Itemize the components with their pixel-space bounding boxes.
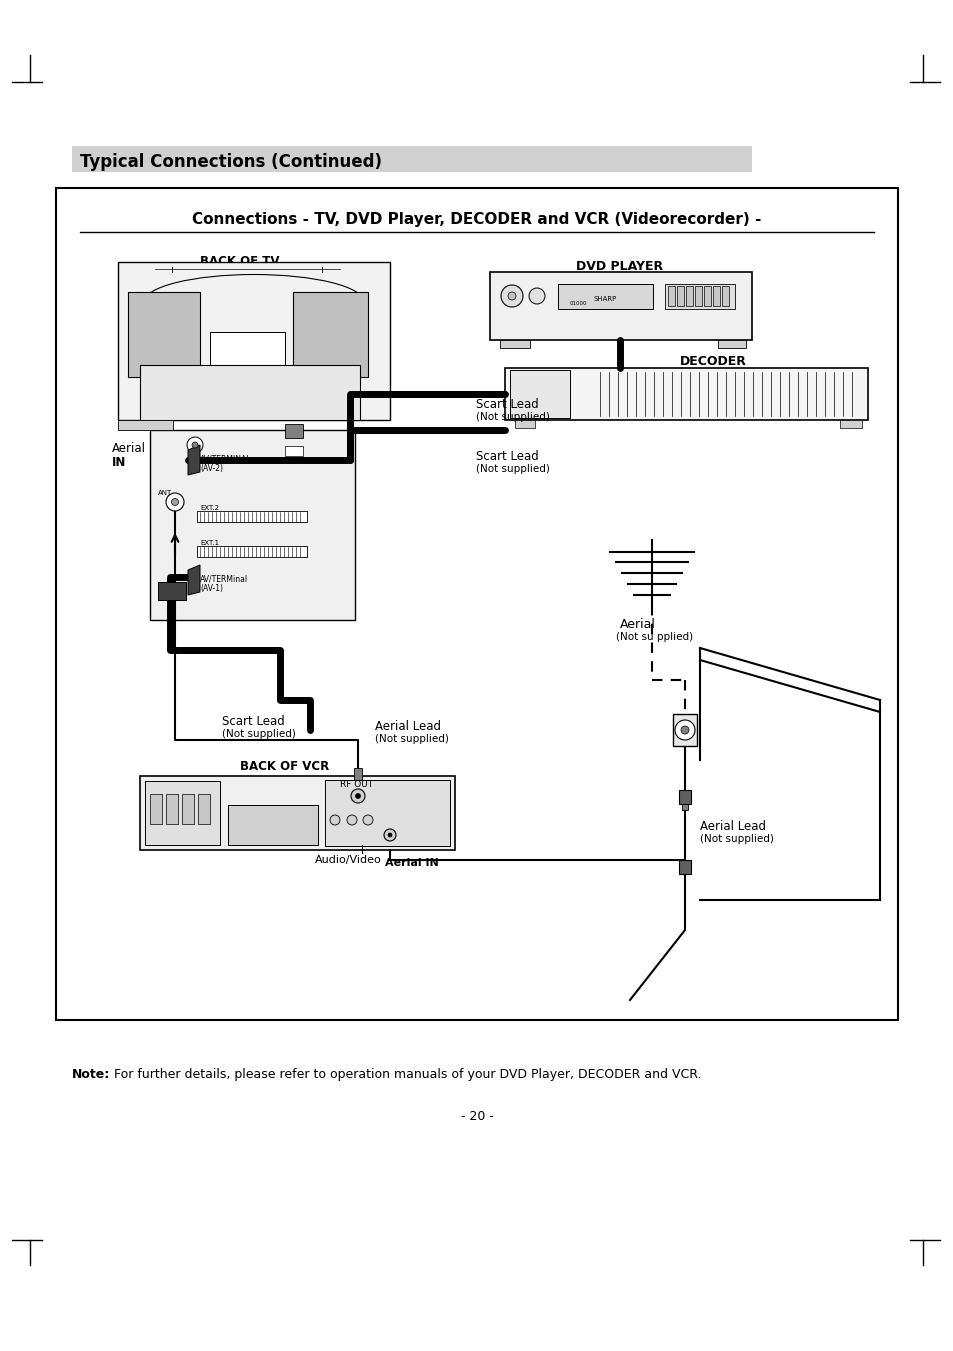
Text: AV/TERMINAL: AV/TERMINAL <box>200 455 252 463</box>
Circle shape <box>680 725 688 734</box>
Circle shape <box>507 292 516 300</box>
Bar <box>140 365 359 420</box>
Circle shape <box>384 830 395 842</box>
Bar <box>145 781 220 844</box>
Text: Audio/Video: Audio/Video <box>314 855 381 865</box>
Bar <box>515 420 535 428</box>
Text: 01000: 01000 <box>569 301 587 305</box>
Text: IN: IN <box>112 457 126 469</box>
Text: (AV-2): (AV-2) <box>200 463 223 473</box>
Text: (Not supplied): (Not supplied) <box>476 412 549 422</box>
Text: SHARP: SHARP <box>593 296 616 303</box>
Circle shape <box>192 442 198 449</box>
Text: (AV-1): (AV-1) <box>200 584 223 593</box>
Bar <box>840 420 862 428</box>
Text: BACK OF TV: BACK OF TV <box>200 255 279 267</box>
Text: (Not supplied): (Not supplied) <box>476 463 549 474</box>
Bar <box>228 805 317 844</box>
Text: BACK OF VCR: BACK OF VCR <box>240 761 329 773</box>
Text: Aerial: Aerial <box>112 442 146 455</box>
Circle shape <box>388 834 392 838</box>
Bar <box>510 370 569 417</box>
Text: Scart Lead: Scart Lead <box>222 715 284 728</box>
Text: Scart Lead: Scart Lead <box>476 399 538 411</box>
Bar <box>210 332 285 382</box>
Circle shape <box>529 288 544 304</box>
Bar <box>718 340 745 349</box>
Text: (Not supplied): (Not supplied) <box>700 834 773 844</box>
Bar <box>196 511 307 521</box>
Circle shape <box>166 493 184 511</box>
Bar <box>128 292 200 377</box>
Bar <box>685 286 692 305</box>
Bar <box>681 804 687 811</box>
Bar <box>679 861 690 874</box>
Bar <box>285 446 303 457</box>
Text: Aerial IN: Aerial IN <box>385 858 438 867</box>
Bar <box>664 284 734 309</box>
Text: Connections - TV, DVD Player, DECODER and VCR (Videorecorder) -: Connections - TV, DVD Player, DECODER an… <box>193 212 760 227</box>
Bar <box>293 292 368 377</box>
Text: Note:: Note: <box>71 1069 111 1081</box>
Circle shape <box>675 720 695 740</box>
Circle shape <box>500 285 522 307</box>
Circle shape <box>172 499 178 505</box>
Circle shape <box>363 815 373 825</box>
Bar <box>679 790 690 804</box>
Bar <box>672 713 697 746</box>
Polygon shape <box>188 565 200 594</box>
Bar <box>166 794 178 824</box>
Bar <box>721 286 728 305</box>
Text: - 20 -: - 20 - <box>460 1111 493 1123</box>
Bar <box>158 582 186 600</box>
Bar <box>354 767 361 780</box>
Bar <box>712 286 720 305</box>
Text: Aerial Lead: Aerial Lead <box>700 820 765 834</box>
Text: Scart Lead: Scart Lead <box>476 450 538 463</box>
Text: EXT.2: EXT.2 <box>200 505 219 511</box>
Text: For further details, please refer to operation manuals of your DVD Player, DECOD: For further details, please refer to ope… <box>110 1069 700 1081</box>
Bar <box>71 146 751 172</box>
Bar <box>150 794 162 824</box>
Text: Aerial: Aerial <box>619 617 655 631</box>
Text: AV/TERMinal: AV/TERMinal <box>200 576 248 584</box>
Text: (Not supplied): (Not supplied) <box>222 730 295 739</box>
Circle shape <box>330 815 339 825</box>
Text: Typical Connections (Continued): Typical Connections (Continued) <box>80 153 381 172</box>
Circle shape <box>347 815 356 825</box>
Bar <box>677 286 683 305</box>
Bar <box>695 286 701 305</box>
Polygon shape <box>188 444 200 476</box>
Text: (Not supplied): (Not supplied) <box>375 734 449 744</box>
Text: (Not su pplied): (Not su pplied) <box>616 632 693 642</box>
Bar <box>325 780 450 846</box>
Bar <box>118 420 172 430</box>
Text: EXT.1: EXT.1 <box>200 540 219 546</box>
Bar <box>667 286 675 305</box>
Text: ANT.: ANT. <box>158 490 173 496</box>
Bar <box>490 272 751 340</box>
Bar <box>703 286 710 305</box>
Bar <box>196 546 307 557</box>
Bar <box>182 794 193 824</box>
Bar <box>150 430 355 620</box>
Text: DVD PLAYER: DVD PLAYER <box>576 259 663 273</box>
Circle shape <box>187 436 203 453</box>
Bar <box>198 794 210 824</box>
Bar <box>140 775 455 850</box>
Text: Aerial Lead: Aerial Lead <box>375 720 440 734</box>
Bar <box>499 340 530 349</box>
Bar <box>285 424 303 438</box>
Circle shape <box>351 789 365 802</box>
Bar <box>118 262 390 420</box>
Bar <box>558 284 652 309</box>
Bar <box>504 367 867 420</box>
Circle shape <box>355 793 360 798</box>
Bar <box>56 188 897 1020</box>
Text: RF OUT: RF OUT <box>339 780 373 789</box>
Text: DECODER: DECODER <box>679 355 745 367</box>
